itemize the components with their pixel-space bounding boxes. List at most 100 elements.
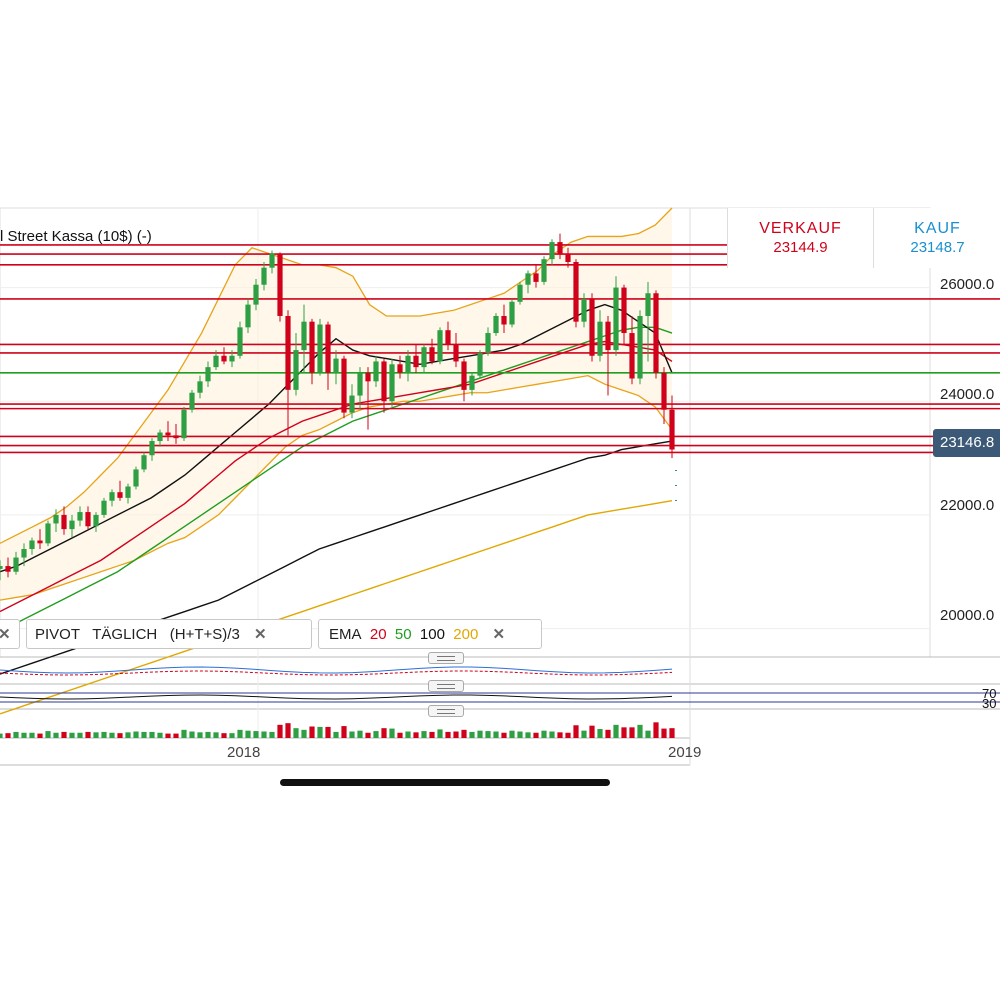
pivot-formula: (H+T+S)/3 (169, 626, 240, 643)
ema-legend[interactable]: EMA 20 50 100 200 ✕ (318, 619, 542, 649)
volume-bar (173, 733, 179, 738)
ema-50-line (0, 326, 673, 630)
sell-quote-button[interactable]: VERKAUF 23144.9 (727, 208, 873, 268)
volume-bar (0, 733, 3, 738)
volume-bar (21, 732, 27, 738)
candle-body (93, 514, 99, 527)
candle-body (589, 298, 595, 356)
volume-bar (85, 731, 91, 738)
volume-bar (373, 731, 379, 738)
candle-body (29, 540, 35, 550)
candle-body (645, 293, 651, 316)
candle-body (485, 333, 491, 353)
rsi-line (0, 694, 673, 700)
close-icon[interactable]: ✕ (492, 626, 506, 643)
bollinger-lower-line (0, 374, 673, 601)
volume-bar (453, 731, 459, 738)
close-icon[interactable]: ✕ (253, 626, 267, 643)
candle-body (669, 409, 675, 450)
home-indicator[interactable] (280, 779, 610, 786)
volume-bar (229, 733, 235, 738)
volume-bar (517, 731, 523, 738)
y-tick-label: 22000.0 (940, 497, 995, 514)
volume-bar (589, 725, 595, 738)
volume-bar (637, 724, 643, 738)
candle-body (69, 520, 75, 530)
candle-body (253, 284, 259, 305)
volume-bar (53, 732, 59, 738)
volume-bar (237, 729, 243, 738)
ema-period-100: 100 (419, 626, 445, 643)
volume-bar (389, 728, 395, 738)
volume-bar (61, 731, 67, 738)
candle-body (581, 298, 587, 322)
volume-bar (325, 726, 331, 738)
panel-resize-handle[interactable] (428, 680, 464, 692)
candle-body (525, 273, 531, 285)
volume-bar (133, 731, 139, 738)
candle-body (293, 350, 299, 390)
candle-body (557, 242, 563, 254)
candle-body (333, 358, 339, 373)
candle-body (493, 315, 499, 334)
candle-body (365, 372, 371, 382)
volume-bar (77, 732, 83, 738)
candle-body (597, 321, 603, 356)
volume-bar (293, 728, 299, 738)
volume-bar (621, 727, 627, 738)
volume-bar (141, 731, 147, 738)
volume-bar (477, 730, 483, 738)
volume-bar (485, 731, 491, 738)
volume-bar (445, 731, 451, 738)
candle-body (5, 566, 11, 572)
candle-body (309, 321, 315, 373)
candle-body (349, 395, 355, 413)
candle-body (421, 347, 427, 368)
candle-body (549, 242, 555, 260)
sell-price: 23144.9 (773, 239, 828, 256)
buy-quote-button[interactable]: KAUF 23148.7 (873, 208, 1000, 268)
volume-bar (581, 730, 587, 738)
candle-body (301, 321, 307, 351)
candle-body (0, 566, 3, 569)
volume-bar (405, 731, 411, 738)
volume-bar (437, 729, 443, 738)
candle-body (45, 523, 51, 544)
x-tick-label: 2018 (227, 744, 261, 761)
candle-body (133, 469, 139, 487)
y-tick-label: 26000.0 (940, 276, 995, 293)
volume-bar (261, 731, 267, 738)
candle-body (317, 324, 323, 373)
volume-bar (565, 732, 571, 738)
volume-bar (429, 731, 435, 738)
volume-bar (469, 731, 475, 738)
volume-bar (333, 731, 339, 738)
panel-resize-handle[interactable] (428, 652, 464, 664)
volume-bar (109, 732, 115, 738)
candle-body (629, 333, 635, 379)
candle-body (117, 492, 123, 498)
candle-body (389, 364, 395, 402)
volume-bar (357, 730, 363, 738)
legend-box-cut[interactable]: ✕ (0, 619, 20, 649)
candle-body (381, 361, 387, 402)
volume-bar (213, 732, 219, 738)
volume-bar (613, 724, 619, 738)
volume-bar (421, 731, 427, 738)
volume-bar (29, 732, 35, 738)
volume-bar (125, 732, 131, 738)
pivot-label: PIVOT (35, 626, 81, 643)
pivot-legend[interactable]: PIVOT TÄGLICH (H+T+S)/3 ✕ (26, 619, 312, 649)
ema-period-200: 200 (453, 626, 479, 643)
volume-bar (317, 726, 323, 738)
candle-body (237, 327, 243, 356)
candle-body (157, 432, 163, 442)
close-icon[interactable]: ✕ (0, 626, 11, 643)
candle-body (413, 355, 419, 368)
candle-body (445, 330, 451, 345)
candle-body (325, 324, 331, 373)
panel-resize-handle[interactable] (428, 705, 464, 717)
candle-body (245, 304, 251, 328)
volume-bar (245, 730, 251, 738)
